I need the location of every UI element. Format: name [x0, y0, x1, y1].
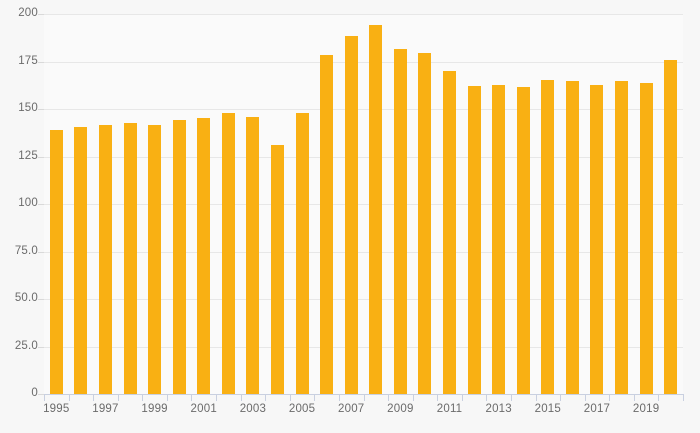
bar-1998[interactable]: [123, 123, 137, 394]
bar-2007[interactable]: [344, 35, 358, 394]
x-tick-mark: [265, 394, 267, 401]
y-tick-mark: [38, 156, 44, 158]
x-tick-label-2007: 2007: [338, 403, 365, 415]
x-tick-mark: [560, 394, 562, 401]
y-tick-mark: [38, 14, 44, 15]
y-tick-mark: [38, 394, 44, 395]
bar-2019[interactable]: [639, 83, 653, 394]
bar-2010[interactable]: [418, 52, 432, 394]
x-tick-mark: [584, 394, 586, 401]
gridlines-layer: [44, 14, 683, 394]
gridline-25.0: [44, 346, 683, 348]
x-tick-mark: [216, 394, 218, 401]
bar-2016[interactable]: [565, 81, 579, 394]
x-tick-mark: [437, 394, 439, 401]
y-tick-label: 25.0: [14, 339, 38, 352]
bar-2012[interactable]: [467, 86, 481, 394]
x-tick-mark: [486, 394, 488, 401]
x-tick-mark: [338, 394, 340, 401]
y-tick-label: 200: [18, 7, 38, 19]
bar-2001[interactable]: [197, 117, 211, 394]
x-tick-label-2015: 2015: [534, 403, 562, 415]
bar-2000[interactable]: [172, 120, 186, 394]
bar-2020[interactable]: [664, 59, 678, 394]
y-tick-mark: [38, 299, 44, 300]
x-tick-mark: [117, 394, 119, 401]
x-tick-mark: [633, 394, 635, 401]
x-tick-label-2005: 2005: [288, 403, 316, 415]
gridline-100: [44, 204, 683, 205]
x-tick-mark: [388, 394, 390, 401]
bar-2005[interactable]: [295, 112, 309, 394]
bar-2002[interactable]: [221, 112, 235, 394]
x-tick-mark: [44, 394, 45, 401]
y-tick-label: 175: [18, 54, 38, 67]
bar-1997[interactable]: [98, 125, 112, 394]
x-tick-mark: [510, 394, 512, 401]
y-tick-label: 100: [18, 197, 38, 209]
x-tick-label-1999: 1999: [141, 403, 168, 415]
gridline-175: [44, 61, 683, 63]
y-tick-mark: [38, 346, 44, 348]
x-tick-mark: [289, 394, 291, 401]
y-tick-label: 125: [18, 149, 38, 162]
y-tick-mark: [38, 109, 44, 110]
bar-2006[interactable]: [320, 54, 334, 394]
y-tick-mark: [38, 251, 44, 253]
bar-2018[interactable]: [615, 81, 629, 394]
bar-2013[interactable]: [492, 85, 506, 394]
x-tick-mark: [658, 394, 660, 401]
x-tick-label-2019: 2019: [632, 403, 660, 415]
x-tick-label-2011: 2011: [436, 403, 463, 415]
x-tick-mark: [191, 394, 193, 401]
bar-2004[interactable]: [270, 145, 284, 394]
y-tick-mark: [38, 61, 44, 63]
x-tick-mark: [142, 394, 144, 401]
x-tick-mark: [461, 394, 463, 401]
bars-layer: [44, 14, 683, 394]
bar-1999[interactable]: [148, 125, 162, 394]
bar-2017[interactable]: [590, 85, 604, 394]
bar-2014[interactable]: [516, 87, 530, 394]
x-tick-label-2001: 2001: [190, 403, 217, 415]
bar-2015[interactable]: [541, 79, 555, 394]
y-tick-label: 0: [31, 387, 38, 399]
x-tick-mark: [363, 394, 365, 401]
gridline-150: [44, 109, 683, 110]
x-tick-mark: [240, 394, 242, 401]
x-tick-label-2017: 2017: [583, 403, 611, 415]
gridline-200: [44, 14, 683, 15]
x-tick-label-2009: 2009: [387, 403, 414, 415]
gridline-75.0: [44, 251, 683, 253]
x-tick-mark: [166, 394, 168, 401]
x-tick-mark: [535, 394, 537, 401]
x-tick-mark: [93, 394, 95, 401]
x-tick-label-1995: 1995: [43, 403, 70, 415]
gridline-50.0: [44, 299, 683, 300]
bar-2009[interactable]: [393, 49, 407, 394]
bar-1996[interactable]: [74, 127, 88, 394]
bar-2003[interactable]: [246, 116, 260, 394]
y-tick-label: 75.0: [14, 244, 38, 257]
x-tick-label-1997: 1997: [92, 403, 119, 415]
bar-1995[interactable]: [49, 129, 63, 394]
bar-2008[interactable]: [369, 25, 383, 394]
y-tick-label: 50.0: [14, 292, 38, 304]
x-tick-mark: [68, 394, 70, 401]
x-tick-mark: [412, 394, 414, 401]
y-tick-mark: [38, 204, 44, 205]
bar-2011[interactable]: [443, 71, 457, 394]
x-tick-mark: [683, 394, 684, 401]
x-tick-label-2003: 2003: [239, 403, 267, 415]
y-axis: 200 175 150 125 100 75.0 50.0 25.0 0: [0, 0, 44, 433]
x-tick-mark: [314, 394, 316, 401]
gridline-125: [44, 156, 683, 158]
y-tick-label: 150: [18, 102, 38, 114]
x-tick-label-2013: 2013: [485, 403, 512, 415]
x-tick-mark: [609, 394, 611, 401]
